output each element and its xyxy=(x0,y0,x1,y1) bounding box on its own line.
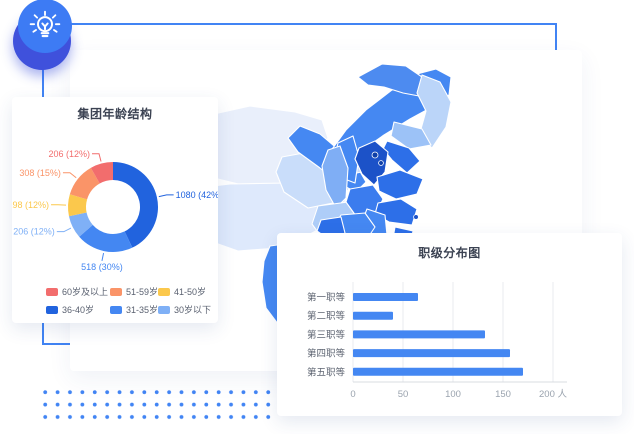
x-tick-label: 200 人 xyxy=(539,389,567,400)
legend-label: 36-40岁 xyxy=(62,305,95,315)
rank-distribution-card: 职级分布图 0 50 100 150 200 人 第一职等第二职等第三职等第四职等第五职等 xyxy=(277,233,622,416)
province-ne-east[interactable] xyxy=(416,74,452,149)
legend-swatch xyxy=(158,305,170,314)
bar-category-label: 第三职等 xyxy=(307,329,346,341)
legend-item-2[interactable]: 41-50岁 xyxy=(158,285,210,298)
donut-segment-5[interactable] xyxy=(68,212,93,237)
age-donut-chart: 1080 (42%) 518 (30%) 206 (12%) 198 (12%) 308… xyxy=(12,149,218,272)
x-tick-label: 100 xyxy=(445,389,461,400)
legend-item-1[interactable]: 51-59岁 xyxy=(110,285,158,298)
donut-label: 308 (15%) xyxy=(19,168,61,178)
legend-item-0[interactable]: 60岁及以上 xyxy=(46,285,110,298)
bar-row-4[interactable] xyxy=(353,367,523,376)
connector-line-bottom-horizontal xyxy=(42,343,71,345)
legend-swatch xyxy=(46,305,58,314)
donut-label-line xyxy=(62,172,77,179)
province-jilin[interactable] xyxy=(390,121,432,150)
x-tick-label: 150 xyxy=(495,389,511,400)
donut-label: 206 (12%) xyxy=(48,149,90,159)
legend-swatch xyxy=(110,305,122,314)
connector-line-left-vertical xyxy=(42,52,44,97)
bar-row-3[interactable] xyxy=(353,349,510,358)
connector-line-top-horizontal xyxy=(70,23,557,25)
bar-category-label: 第二职等 xyxy=(307,310,346,322)
province-tianjin[interactable] xyxy=(378,160,384,166)
legend-label: 51-59岁 xyxy=(126,287,159,297)
rank-chart-title: 职级分布图 xyxy=(418,246,481,260)
x-tick-label: 50 xyxy=(398,389,409,400)
bar-row-2[interactable] xyxy=(353,330,485,339)
donut-label-line xyxy=(101,252,105,261)
legend-item-5[interactable]: 30岁以下 xyxy=(158,303,212,316)
donut-segment-2[interactable] xyxy=(67,194,88,217)
legend-swatch xyxy=(110,287,122,296)
bar-category-label: 第一职等 xyxy=(307,292,346,304)
legend-item-3[interactable]: 36-40岁 xyxy=(46,303,110,316)
legend-item-4[interactable]: 31-35岁 xyxy=(110,303,158,316)
bar-row-0[interactable] xyxy=(353,293,418,301)
badge-circle xyxy=(18,0,72,53)
donut-segment-3[interactable] xyxy=(113,162,159,248)
age-chart-title: 集团年龄结构 xyxy=(77,107,153,121)
legend-swatch xyxy=(46,287,58,296)
legend-label: 31-35岁 xyxy=(126,305,159,315)
donut-label-line xyxy=(56,227,72,233)
legend-label: 60岁及以上 xyxy=(62,287,109,297)
province-beijing[interactable] xyxy=(371,151,379,159)
decor-dot-grid xyxy=(36,383,274,421)
donut-label: 206 (12%) xyxy=(13,227,55,237)
x-tick-label: 0 xyxy=(350,389,355,400)
donut-segment-1[interactable] xyxy=(69,167,100,200)
bar-row-1[interactable] xyxy=(353,311,393,320)
donut-label: 198 (12%) xyxy=(12,200,49,210)
donut-label: 518 (30%) xyxy=(81,262,123,272)
idea-badge xyxy=(0,0,80,80)
donut-label: 1080 (42%) xyxy=(176,190,218,200)
province-shandong[interactable] xyxy=(376,169,424,200)
connector-line-top-vertical xyxy=(555,23,557,51)
donut-segment-0[interactable] xyxy=(90,162,113,184)
province-shanghai[interactable] xyxy=(413,214,419,220)
bar-category-label: 第四职等 xyxy=(307,348,346,360)
legend-label: 41-50岁 xyxy=(174,287,207,297)
connector-line-bottom-vertical xyxy=(42,323,44,345)
donut-label-line xyxy=(158,194,174,198)
age-structure-card: 集团年龄结构 1080 (42%) 518 (30%) 206 (12%) 198 (… xyxy=(12,97,218,323)
lightbulb-icon xyxy=(29,10,61,38)
donut-label-line xyxy=(92,153,102,162)
legend-label: 30岁以下 xyxy=(174,305,212,315)
legend-swatch xyxy=(158,287,170,296)
age-chart-legend: 60岁及以上 51-59岁 41-50岁 36-40岁 31-35岁 30岁以下 xyxy=(46,285,212,316)
bar-category-label: 第五职等 xyxy=(307,366,346,378)
donut-segment-4[interactable] xyxy=(79,224,133,253)
